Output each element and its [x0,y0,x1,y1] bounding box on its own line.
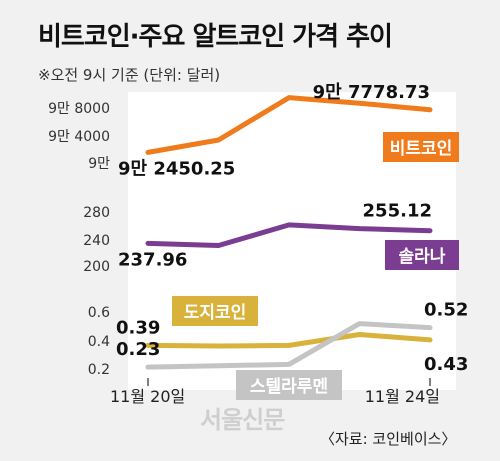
source-note: 〈자료: 코인베이스〉 [320,430,457,448]
legend-label: 솔라나 [399,247,446,267]
y-tick-label: 0.4 [88,334,110,350]
legend-label: 도지코인 [184,303,247,323]
data-label: 0.39 [116,317,160,338]
y-tick-label: 0.6 [88,305,110,321]
series-line-2-0 [145,331,433,349]
y-tick-label: 0.2 [88,362,110,378]
legend-box-1-0 [385,240,459,270]
legend-box-2-1 [236,370,342,400]
data-label: 0.43 [424,354,468,375]
data-label: 0.23 [116,339,160,360]
series-line-0-0 [145,95,433,155]
legend-label: 스텔라루멘 [250,377,328,397]
y-tick-label: 9만 [88,156,110,172]
legend-box-2-0 [172,296,258,326]
data-label: 0.52 [424,300,468,321]
x-tick-label: 11월 24일 [365,387,440,406]
x-tick-label: 11월 20일 [110,387,185,406]
data-label: 9만 2450.25 [118,158,235,179]
data-label: 9만 7778.73 [313,82,430,103]
y-tick-label: 9만 4000 [48,129,110,145]
watermark-logo: 서울신문 [200,406,285,434]
chart-title: 비트코인·주요 알트코인 가격 추이 [38,22,393,52]
legend-label: 비트코인 [390,139,453,159]
legend-box-0-0 [383,132,459,162]
y-tick-label: 280 [83,205,110,221]
y-tick-label: 200 [83,259,110,275]
unit-note: ※오전 9시 기준 (단위: 달러) [38,66,221,84]
y-tick-label: 240 [83,233,110,249]
data-label: 255.12 [363,201,432,222]
data-label: 237.96 [118,249,187,270]
series-line-1-0 [145,222,433,249]
y-tick-label: 9만 8000 [48,101,110,117]
series-line-2-1 [145,321,433,370]
